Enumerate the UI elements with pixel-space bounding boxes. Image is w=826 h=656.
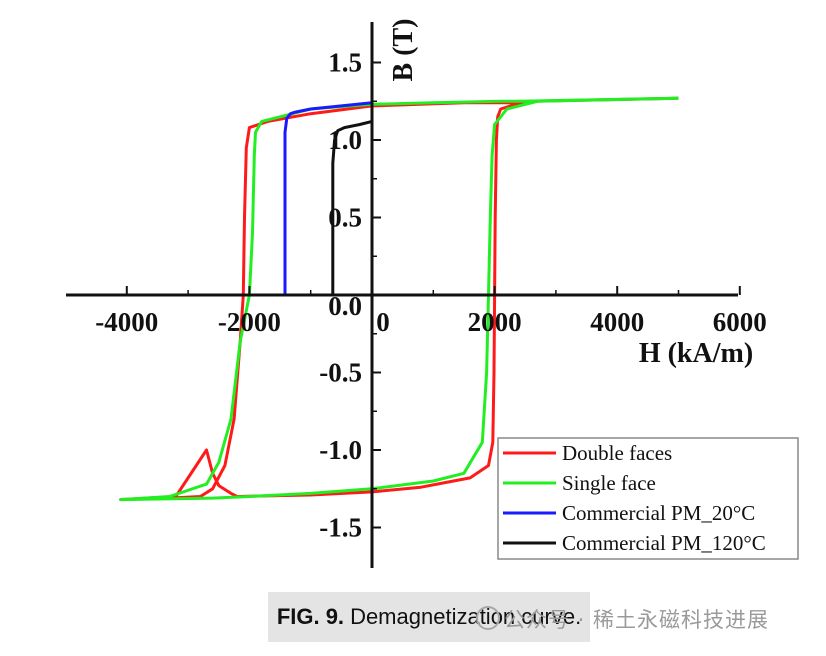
axis-ticks <box>125 61 741 529</box>
legend-box <box>497 437 799 560</box>
figure-caption: FIG. 9. Demagnetization curve. <box>268 592 590 642</box>
series-curves <box>119 96 679 502</box>
legend-label: Commercial PM_20°C <box>562 501 755 525</box>
legend-label: Single face <box>562 471 656 495</box>
demagnetization-chart: -4000 -2000 0 2000 4000 6000 1.5 1.0 0.5 0.0 -0.5 -… <box>66 19 799 568</box>
y-tick-label: 1.0 <box>328 125 362 155</box>
series-line <box>331 119 373 295</box>
y-tick-label: 0.5 <box>328 203 362 233</box>
y-tick-label: -0.5 <box>319 358 362 388</box>
tick-labels: -4000 -2000 0 2000 4000 6000 1.5 1.0 0.5 0.0 -0.5 -… <box>95 48 767 543</box>
legend: Double faces Single face Commercial PM_20°… <box>497 437 799 560</box>
y-tick-label: 1.5 <box>328 48 362 78</box>
x-tick-label: 0 <box>376 307 390 337</box>
x-tick-label: 2000 <box>468 307 522 337</box>
y-tick-label: -1.0 <box>319 435 362 465</box>
x-axis-title: H (kA/m) <box>639 338 753 369</box>
watermark-text: 公众号 · 稀土永磁科技进展 <box>504 608 770 632</box>
y-tick-label: 0.0 <box>328 291 362 321</box>
legend-label: Double faces <box>562 441 672 465</box>
watermark: 公众号 · 稀土永磁科技进展 <box>476 604 769 634</box>
caption-text: Demagnetization curve. <box>350 604 582 629</box>
legend-label: Commercial PM_120°C <box>562 531 766 555</box>
y-tick-label: -1.5 <box>319 513 362 543</box>
x-tick-label: -4000 <box>95 307 158 337</box>
series-line <box>283 101 373 295</box>
x-tick-label: -2000 <box>218 307 281 337</box>
wechat-icon <box>476 606 500 630</box>
caption-label: FIG. 9. <box>276 604 345 629</box>
y-axis-title: B (T) <box>388 19 419 82</box>
series-line <box>119 96 679 502</box>
x-tick-label: 4000 <box>590 307 644 337</box>
x-tick-label: 6000 <box>713 307 767 337</box>
